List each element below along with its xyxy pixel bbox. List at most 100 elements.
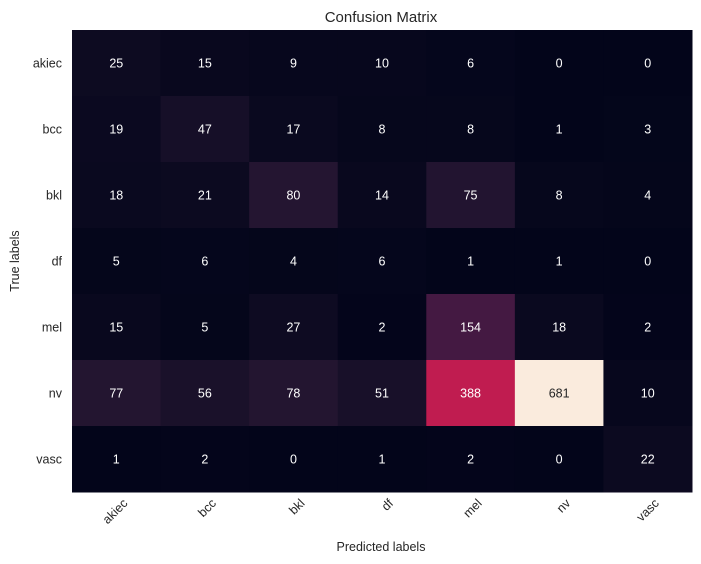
heatmap-cell-vasc-akiec — [72, 426, 162, 493]
heatmap-cell-bkl-nv — [514, 162, 604, 229]
cell-value-label: 8 — [556, 189, 563, 203]
heatmap-cell-df-nv — [514, 228, 604, 295]
heatmap-cell-bcc-nv — [514, 96, 604, 163]
cell-value-label: 18 — [552, 321, 566, 335]
heatmap-cell-mel-mel — [426, 294, 516, 361]
cell-value-label: 4 — [644, 189, 651, 203]
cell-value-label: 5 — [113, 255, 120, 269]
cell-value-label: 15 — [109, 321, 123, 335]
cell-value-label: 10 — [375, 57, 389, 71]
cell-value-label: 1 — [379, 453, 386, 467]
heatmap-cell-akiec-akiec — [72, 30, 162, 97]
cell-value-label: 6 — [201, 255, 208, 269]
cell-value-label: 388 — [460, 387, 481, 401]
heatmap-cell-nv-bkl — [249, 360, 339, 427]
cell-value-label: 2 — [379, 321, 386, 335]
heatmap-grid: 25 15 9 10 6 0 019 47 17 8 8 1 318 21 80 14 75 8 45 6 4 6 1 1 01… — [72, 30, 693, 493]
heatmap-cell-vasc-df — [337, 426, 427, 493]
heatmap-cell-bcc-df — [337, 96, 427, 163]
heatmap-cell-bkl-vasc — [603, 162, 693, 229]
heatmap-cell-nv-akiec — [72, 360, 162, 427]
cell-value-label: 1 — [556, 255, 563, 269]
y-axis-label: True labels — [8, 230, 22, 291]
cell-value-label: 0 — [556, 57, 563, 71]
y-tick-vasc: vasc — [36, 453, 62, 467]
heatmap-cell-mel-bcc — [160, 294, 250, 361]
heatmap-cell-df-akiec — [72, 228, 162, 295]
cell-value-label: 18 — [109, 189, 123, 203]
cell-value-label: 3 — [644, 123, 651, 137]
heatmap-cell-nv-bcc — [160, 360, 250, 427]
cell-value-label: 2 — [644, 321, 651, 335]
heatmap-cell-bkl-df — [337, 162, 427, 229]
cell-value-label: 21 — [198, 189, 212, 203]
cell-value-label: 0 — [644, 57, 651, 71]
y-tick-nv: nv — [49, 387, 63, 401]
heatmap-cell-akiec-bcc — [160, 30, 250, 97]
y-tick-bcc: bcc — [43, 123, 62, 137]
x-tick-nv: nv — [554, 496, 574, 516]
heatmap-cell-bcc-akiec — [72, 96, 162, 163]
cell-value-label: 27 — [286, 321, 300, 335]
heatmap-cell-df-mel — [426, 228, 516, 295]
x-tick-akiec: akiec — [100, 496, 131, 527]
cell-value-label: 56 — [198, 387, 212, 401]
y-tick-bkl: bkl — [46, 189, 62, 203]
cell-value-label: 22 — [641, 453, 655, 467]
heatmap-cell-bcc-bkl — [249, 96, 339, 163]
cell-value-label: 1 — [467, 255, 474, 269]
heatmap-cell-df-vasc — [603, 228, 693, 295]
cell-value-label: 9 — [290, 57, 297, 71]
heatmap-cell-akiec-mel — [426, 30, 516, 97]
cell-value-label: 17 — [286, 123, 300, 137]
heatmap-cell-akiec-nv — [514, 30, 604, 97]
heatmap-cell-nv-mel — [426, 360, 516, 427]
heatmap-cell-mel-vasc — [603, 294, 693, 361]
heatmap-cell-mel-akiec — [72, 294, 162, 361]
cell-value-label: 25 — [109, 57, 123, 71]
x-tick-bkl: bkl — [286, 496, 307, 517]
cell-value-label: 154 — [460, 321, 481, 335]
chart-title: Confusion Matrix — [325, 9, 438, 26]
cell-value-label: 78 — [286, 387, 300, 401]
heatmap-cell-vasc-bkl — [249, 426, 339, 493]
y-tick-labels: akiec bcc bkl df mel nv vasc — [33, 57, 63, 467]
heatmap-cell-df-bkl — [249, 228, 339, 295]
cell-value-label: 681 — [549, 387, 570, 401]
cell-value-label: 0 — [290, 453, 297, 467]
heatmap-cell-mel-bkl — [249, 294, 339, 361]
cell-value-label: 4 — [290, 255, 297, 269]
cell-value-label: 0 — [644, 255, 651, 269]
cell-value-label: 2 — [201, 453, 208, 467]
heatmap-cell-bkl-bcc — [160, 162, 250, 229]
heatmap-cell-bkl-mel — [426, 162, 516, 229]
y-tick-df: df — [52, 255, 63, 269]
heatmap-cell-akiec-bkl — [249, 30, 339, 97]
cell-value-label: 14 — [375, 189, 389, 203]
cell-value-label: 6 — [379, 255, 386, 269]
cell-value-label: 6 — [467, 57, 474, 71]
heatmap-cell-bkl-bkl — [249, 162, 339, 229]
heatmap-cell-nv-vasc — [603, 360, 693, 427]
cell-value-label: 2 — [467, 453, 474, 467]
cell-value-label: 47 — [198, 123, 212, 137]
cell-value-label: 75 — [464, 189, 478, 203]
cell-value-label: 1 — [556, 123, 563, 137]
x-tick-labels: akiec bcc bkl df mel nv vasc — [100, 496, 662, 527]
heatmap-cell-nv-nv — [514, 360, 604, 427]
heatmap-cell-vasc-bcc — [160, 426, 250, 493]
cell-value-label: 5 — [201, 321, 208, 335]
heatmap-cell-vasc-mel — [426, 426, 516, 493]
heatmap-cell-df-df — [337, 228, 427, 295]
x-tick-vasc: vasc — [634, 496, 662, 524]
cell-value-label: 77 — [109, 387, 123, 401]
cell-value-label: 1 — [113, 453, 120, 467]
heatmap-cell-df-bcc — [160, 228, 250, 295]
x-tick-df: df — [379, 496, 397, 514]
heatmap-cell-bkl-akiec — [72, 162, 162, 229]
heatmap-cell-nv-df — [337, 360, 427, 427]
cell-value-label: 0 — [556, 453, 563, 467]
y-tick-mel: mel — [42, 321, 62, 335]
heatmap-cell-mel-nv — [514, 294, 604, 361]
